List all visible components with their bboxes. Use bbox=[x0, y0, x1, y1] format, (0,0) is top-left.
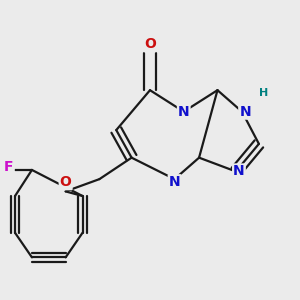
Text: H: H bbox=[259, 88, 268, 98]
Text: N: N bbox=[178, 105, 190, 119]
Text: N: N bbox=[169, 175, 180, 189]
Text: N: N bbox=[239, 105, 251, 119]
Text: F: F bbox=[4, 160, 14, 174]
Text: O: O bbox=[60, 175, 72, 189]
Text: N: N bbox=[233, 164, 245, 178]
Text: O: O bbox=[144, 37, 156, 51]
